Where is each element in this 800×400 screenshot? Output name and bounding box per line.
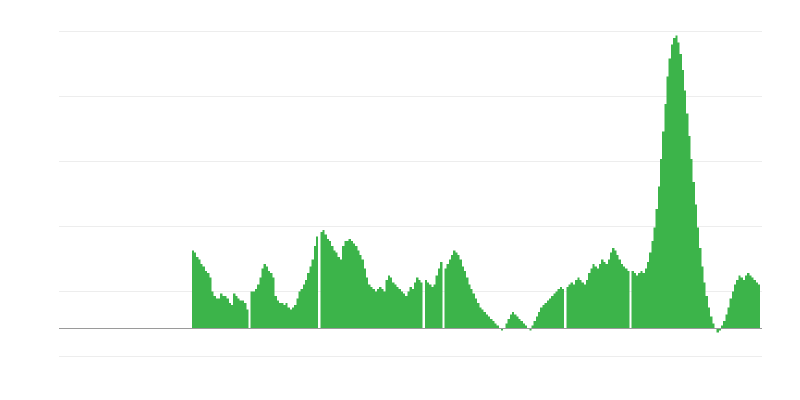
series-area-group — [191, 35, 761, 333]
series-area-segment — [320, 229, 423, 328]
series-area-segment — [424, 261, 443, 328]
series-area-segment — [250, 236, 319, 328]
series-area-segment — [566, 248, 630, 328]
series-area-segment — [444, 250, 565, 331]
series-area-segment — [191, 250, 249, 328]
series-area-segment — [631, 35, 761, 333]
